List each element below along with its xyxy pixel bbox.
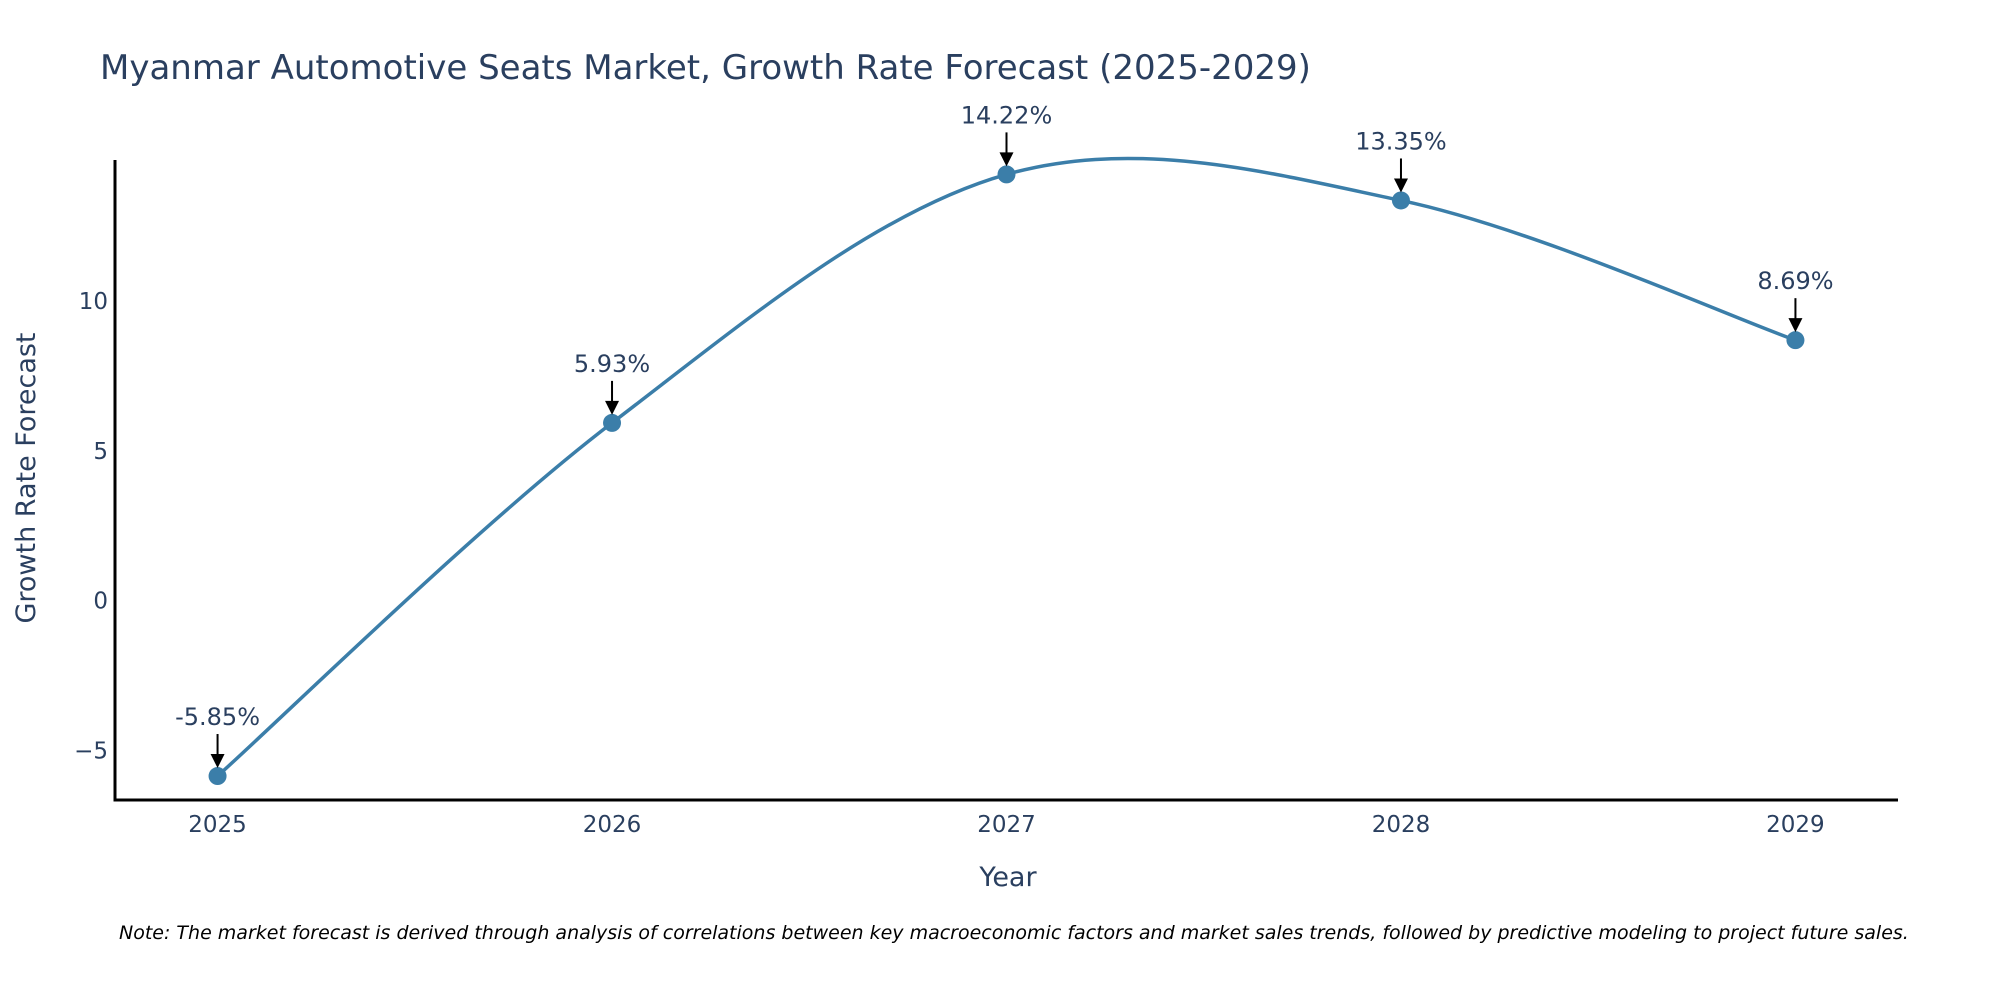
annotation-arrow-head — [210, 754, 225, 769]
y-tick-label: 10 — [79, 289, 108, 315]
footnote: Note: The market forecast is derived thr… — [119, 922, 1909, 944]
y-axis-title: Growth Rate Forecast — [11, 332, 42, 623]
x-tick-label: 2028 — [1372, 812, 1431, 838]
series-markers — [208, 165, 1805, 786]
y-tick-label: 0 — [93, 589, 108, 615]
x-tick-label: 2027 — [977, 812, 1036, 838]
annotation-arrow-head — [999, 152, 1014, 167]
y-axis-ticks: −5 0 5 10 — [74, 289, 108, 765]
annotation-arrow-head — [605, 400, 620, 415]
data-point-marker — [997, 165, 1016, 184]
y-tick-label: 5 — [93, 439, 108, 465]
chart-title: Myanmar Automotive Seats Market, Growth … — [100, 48, 1311, 88]
y-tick-label: −5 — [74, 739, 108, 765]
annotation-arrow-head — [1788, 318, 1803, 333]
annotation-arrow-head — [1393, 178, 1408, 193]
data-label: -5.85% — [175, 703, 260, 731]
data-point-marker — [208, 767, 227, 786]
x-tick-label: 2026 — [583, 812, 642, 838]
x-axis-ticks: 2025 2026 2027 2028 2029 — [188, 812, 1824, 838]
data-label: 5.93% — [574, 350, 650, 378]
data-point-marker — [1786, 331, 1805, 350]
data-label: 14.22% — [961, 101, 1053, 129]
x-axis-title: Year — [978, 862, 1037, 893]
data-point-marker — [1391, 191, 1410, 210]
data-label: 8.69% — [1757, 267, 1833, 295]
data-point-marker — [603, 413, 622, 432]
data-annotations: -5.85% 5.93% 14.22% 13.35% 8.69% — [175, 101, 1834, 769]
series-line — [216, 156, 1797, 778]
data-label: 13.35% — [1355, 127, 1447, 155]
x-tick-label: 2029 — [1766, 812, 1825, 838]
x-tick-label: 2025 — [188, 812, 247, 838]
